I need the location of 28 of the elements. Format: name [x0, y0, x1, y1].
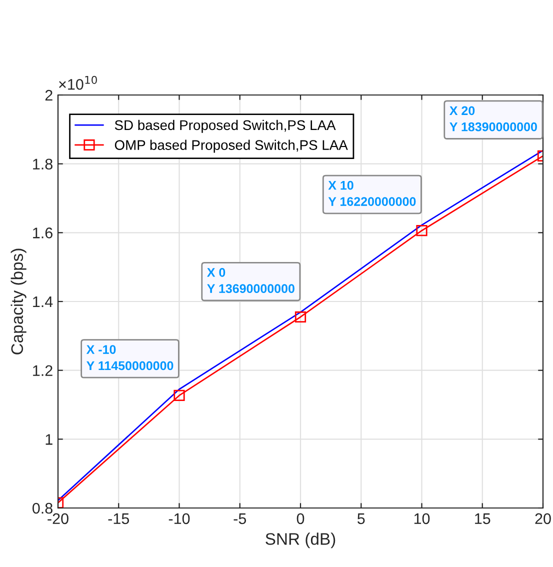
- y-tick-label: 1.6: [33, 228, 52, 238]
- x-tick-label: -5: [234, 513, 246, 524]
- annotation: X -10 Y 11450000000: [86, 345, 174, 370]
- x-axis-title: SNR (dB): [266, 532, 336, 548]
- y-axis-title: Capacity (bps): [10, 248, 26, 354]
- x-tick-label: -10: [168, 513, 190, 524]
- x-tick-label: -15: [108, 513, 130, 524]
- text: ×10$^{10}$: [59, 76, 97, 90]
- y-tick-label: 1.8: [33, 158, 52, 170]
- x-tick-label: 10: [414, 513, 430, 524]
- x-tick-label: 15: [475, 513, 490, 524]
- y-tick-label: 1.4: [33, 296, 53, 308]
- y-tick-label: 1: [46, 434, 52, 445]
- y-tick-label: 1.2: [33, 365, 52, 376]
- point: [416, 225, 428, 236]
- legend-label: OMP based Proposed Switch,PS LAA: [114, 140, 348, 153]
- point: [294, 311, 306, 323]
- y-tick-label: 0.8: [32, 502, 52, 514]
- x-tick-label: -20: [48, 513, 68, 524]
- annotation: X 10 Y 16220000000: [328, 180, 416, 206]
- point: [174, 390, 185, 402]
- legend-label: SD based Proposed Switch,PS LAA: [114, 120, 336, 133]
- y-tick-label: 2: [45, 90, 52, 101]
- x-tick-label: 20: [535, 513, 551, 524]
- x-tick-label: 5: [357, 513, 365, 524]
- annotation: X 20 Y 18390000000: [450, 106, 537, 132]
- x-tick-label: 0: [296, 513, 304, 524]
- annotation: X 0 Y 13690000000: [207, 268, 294, 294]
